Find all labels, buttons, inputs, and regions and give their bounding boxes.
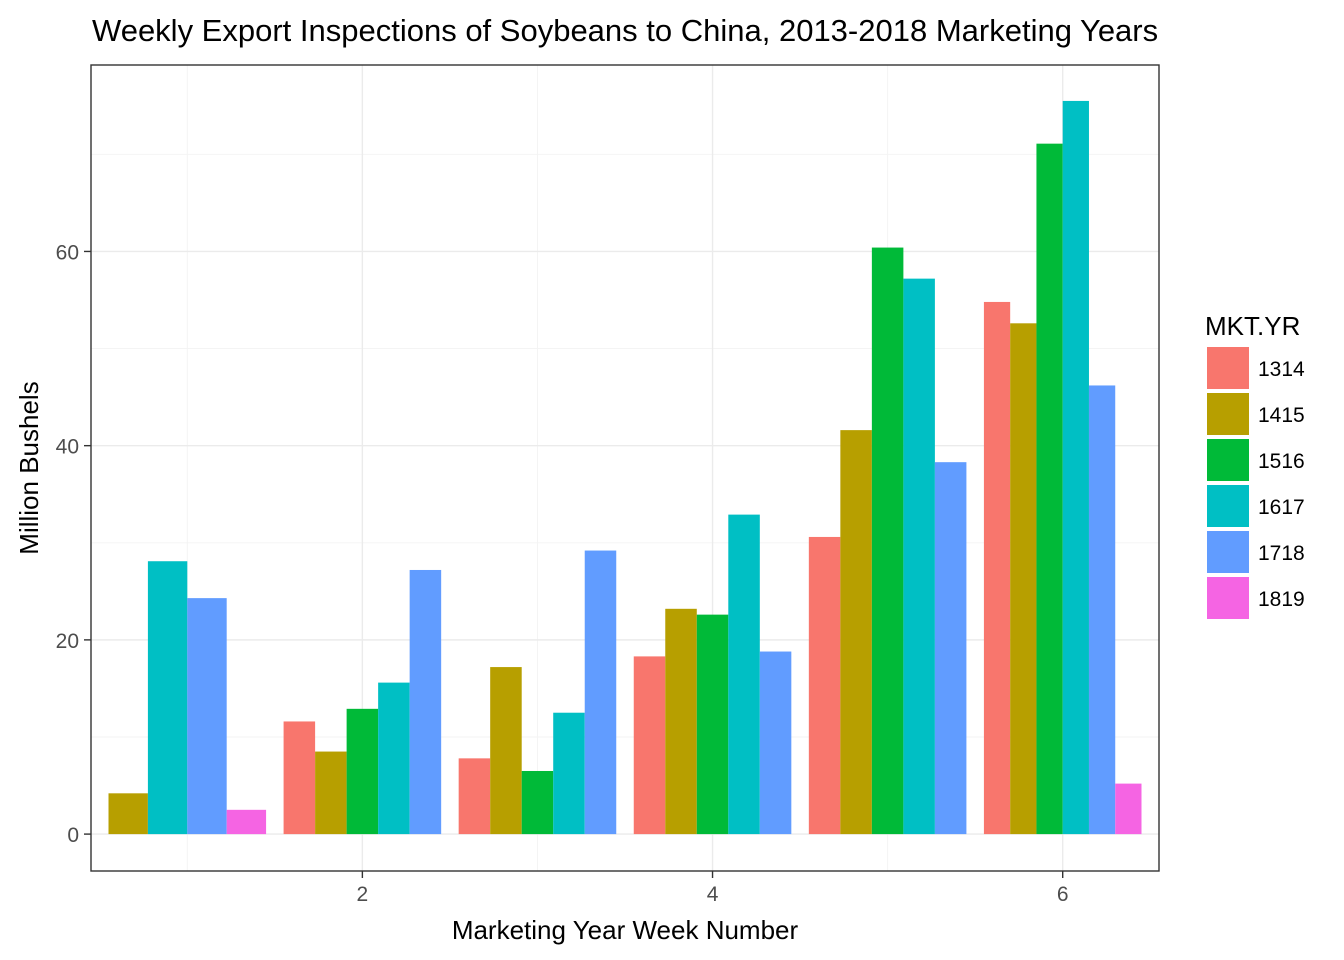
y-tick-label: 20 <box>56 630 79 653</box>
legend-swatch-1415 <box>1207 393 1249 435</box>
legend-label-1314: 1314 <box>1258 358 1305 381</box>
x-tick-label: 2 <box>357 883 369 906</box>
bar-1415-week-5 <box>840 430 872 835</box>
bar-1718-week-2 <box>409 569 442 835</box>
bar-1314-week-5 <box>808 536 841 835</box>
y-axis: 0 20 40 60 <box>56 241 91 847</box>
bar-1617-week-1 <box>147 561 188 835</box>
legend-swatch-1617 <box>1207 485 1249 527</box>
legend-swatch-1516 <box>1207 439 1249 481</box>
legend-swatch-1819 <box>1207 577 1249 619</box>
bar-1415-week-4 <box>665 608 697 835</box>
bar-1819-week-1 <box>226 809 267 835</box>
bar-1415-week-1 <box>108 793 148 835</box>
bar-1617-week-4 <box>728 514 760 835</box>
legend-label-1516: 1516 <box>1258 450 1305 473</box>
bar-1718-week-4 <box>759 651 792 835</box>
x-axis-title: Marketing Year Week Number <box>452 915 799 945</box>
bar-1314-week-2 <box>283 721 316 835</box>
legend-title: MKT.YR <box>1205 311 1300 341</box>
panel-border <box>90 64 1160 872</box>
bar-1617-week-6 <box>1062 100 1089 835</box>
legend-label-1415: 1415 <box>1258 404 1305 427</box>
bar-1718-week-6 <box>1088 385 1116 835</box>
bar-1314-week-4 <box>633 656 666 835</box>
y-tick-label: 60 <box>56 241 79 264</box>
legend: MKT.YR 1314 1415 1516 1617 1718 1819 <box>1205 311 1305 619</box>
bar-1516-week-6 <box>1036 143 1063 835</box>
bar-1718-week-1 <box>187 598 227 835</box>
legend-label-1718: 1718 <box>1258 542 1305 565</box>
bar-1516-week-5 <box>871 247 904 835</box>
x-axis: 2 4 6 <box>357 871 1069 906</box>
bars <box>108 100 1142 835</box>
legend-swatch-1718 <box>1207 531 1249 573</box>
bar-1415-week-6 <box>1010 323 1037 835</box>
bar-1617-week-2 <box>378 682 410 835</box>
legend-swatch-1314 <box>1207 347 1249 389</box>
bar-1415-week-2 <box>315 751 347 835</box>
y-tick-label: 0 <box>67 824 79 847</box>
bar-1516-week-2 <box>346 708 379 835</box>
chart-title: Weekly Export Inspections of Soybeans to… <box>92 13 1158 48</box>
bar-1415-week-3 <box>490 667 522 835</box>
bar-1516-week-3 <box>521 770 554 835</box>
x-tick-label: 6 <box>1057 883 1069 906</box>
bar-1718-week-3 <box>584 550 617 835</box>
bar-1819-week-6 <box>1115 783 1142 835</box>
bar-1617-week-5 <box>903 278 935 835</box>
bar-1314-week-3 <box>458 758 491 835</box>
legend-label-1617: 1617 <box>1258 496 1305 519</box>
x-tick-label: 4 <box>707 883 719 906</box>
y-axis-title: Million Bushels <box>14 381 44 554</box>
bar-1617-week-3 <box>553 712 585 835</box>
y-tick-label: 40 <box>56 436 79 459</box>
plot-panel <box>90 64 1160 872</box>
bar-1718-week-5 <box>934 462 967 835</box>
bar-1516-week-4 <box>696 614 729 835</box>
legend-label-1819: 1819 <box>1258 588 1305 611</box>
bar-1314-week-6 <box>983 301 1011 835</box>
